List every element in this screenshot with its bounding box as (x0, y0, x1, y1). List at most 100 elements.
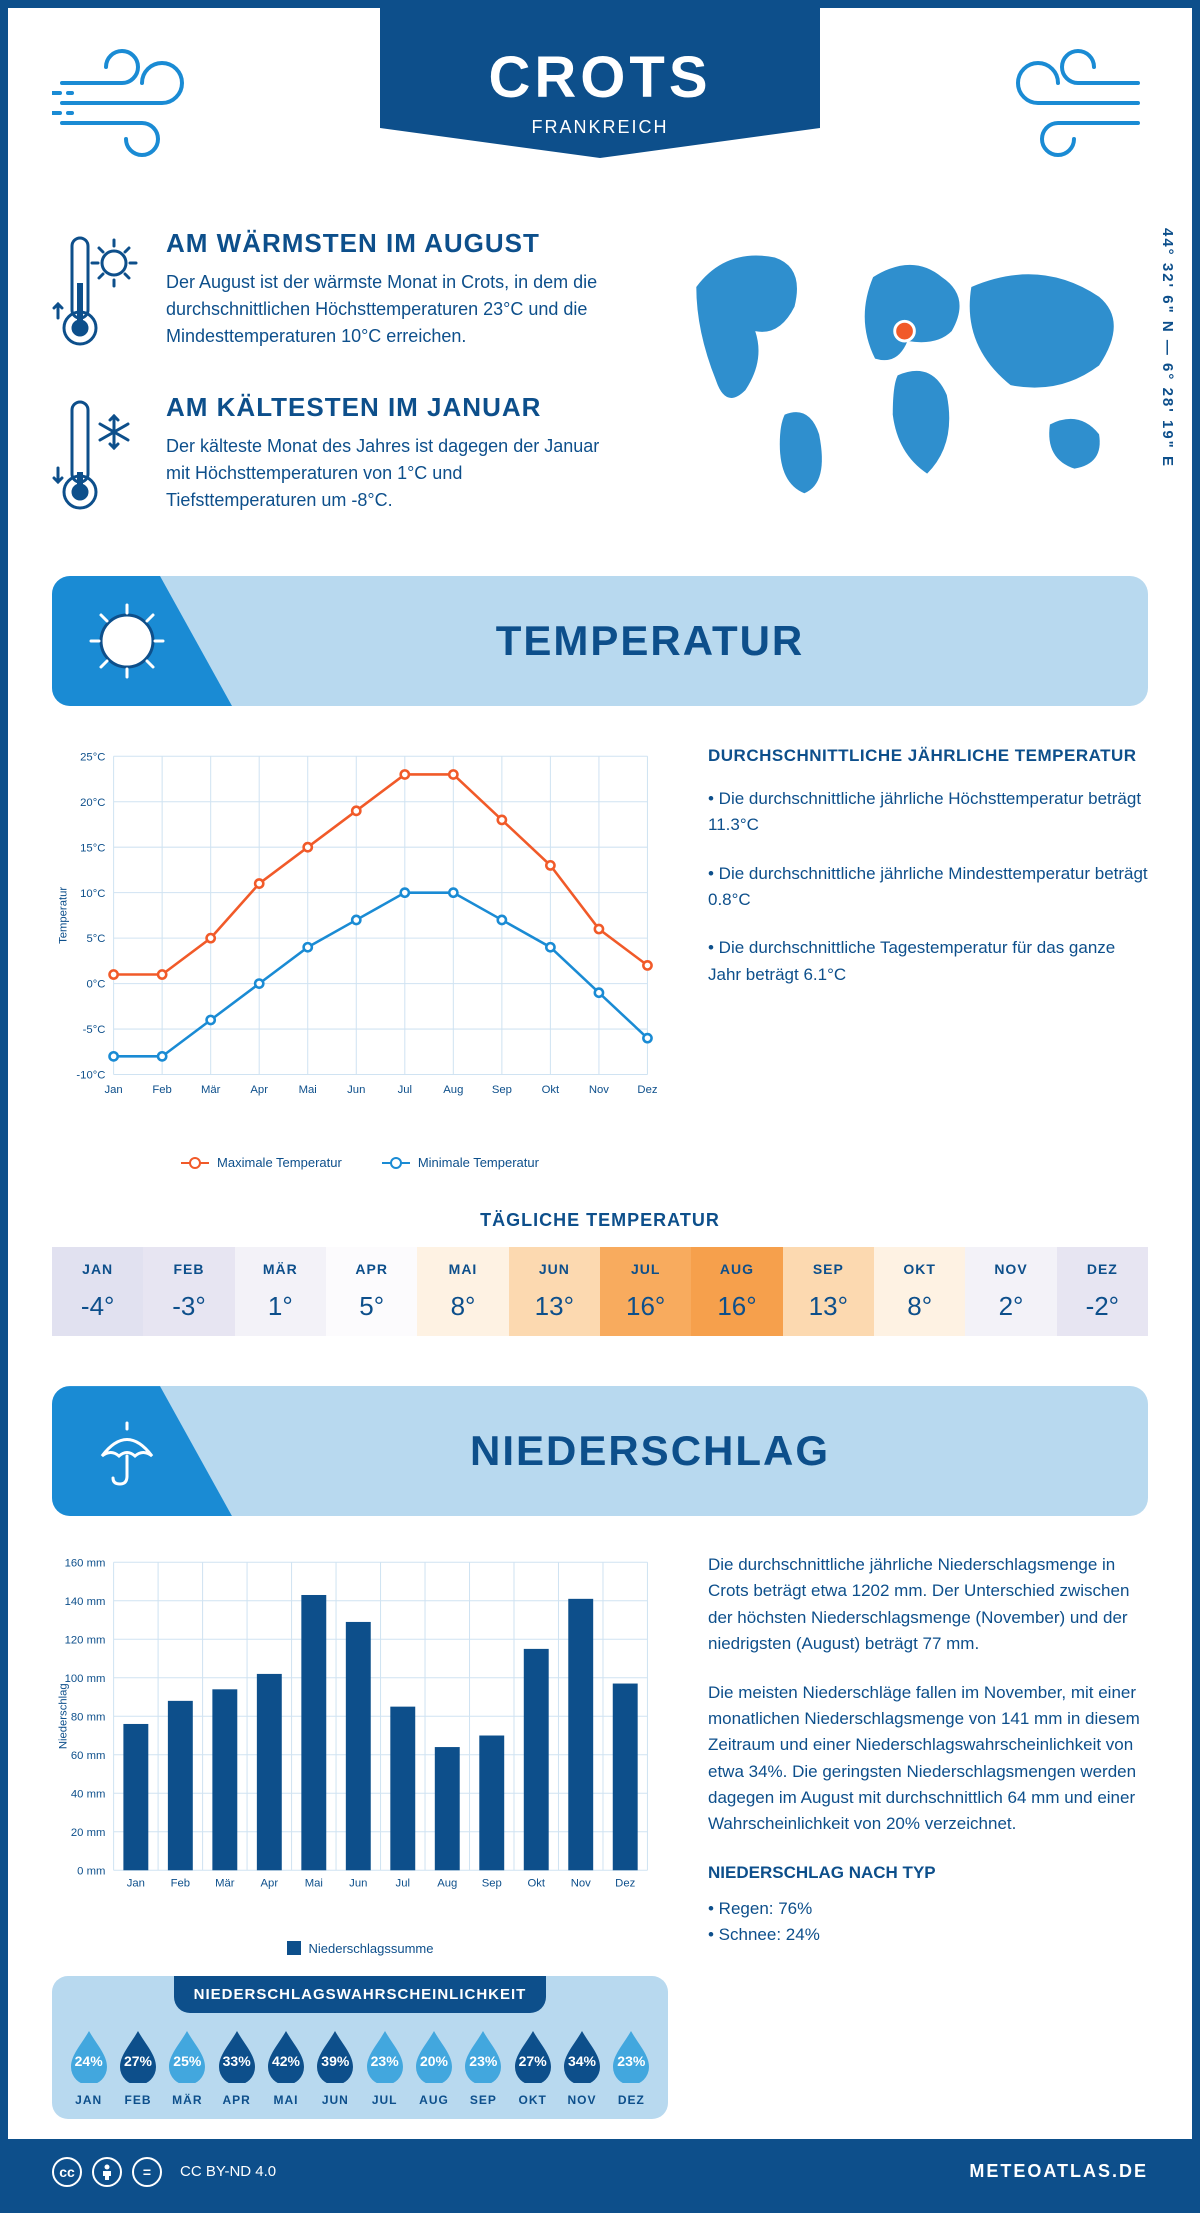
svg-text:Feb: Feb (171, 1878, 190, 1890)
prob-cell: 23%SEP (459, 2027, 508, 2107)
svg-text:-5°C: -5°C (83, 1024, 106, 1036)
svg-text:140 mm: 140 mm (65, 1596, 106, 1608)
prob-title: NIEDERSCHLAGSWAHRSCHEINLICHKEIT (174, 1976, 547, 2013)
prob-cell: 42%MAI (261, 2027, 310, 2107)
svg-text:Jan: Jan (105, 1084, 123, 1096)
temperature-heading: TEMPERATUR (252, 617, 1148, 665)
site-name: METEOATLAS.DE (969, 2161, 1148, 2182)
title-banner: CROTS FRANKREICH (380, 8, 820, 158)
svg-text:Niederschlag: Niederschlag (57, 1683, 69, 1749)
svg-text:0°C: 0°C (86, 979, 105, 991)
svg-text:Dez: Dez (637, 1084, 657, 1096)
prob-cell: 27%OKT (508, 2027, 557, 2107)
svg-text:Mai: Mai (299, 1084, 317, 1096)
svg-text:Sep: Sep (482, 1878, 502, 1890)
warm-text: Der August ist der wärmste Monat in Crot… (166, 269, 617, 350)
warm-fact: AM WÄRMSTEN IM AUGUST Der August ist der… (52, 228, 617, 358)
svg-text:Dez: Dez (615, 1878, 635, 1890)
svg-text:Mai: Mai (305, 1878, 323, 1890)
svg-text:80 mm: 80 mm (71, 1711, 105, 1723)
daily-cell: DEZ-2° (1057, 1247, 1148, 1336)
temp-bullet-1: • Die durchschnittliche jährliche Mindes… (708, 861, 1148, 914)
prob-cell: 24%JAN (64, 2027, 113, 2107)
wind-icon-left (52, 48, 212, 168)
svg-text:Aug: Aug (437, 1878, 457, 1890)
precip-text-2: Die meisten Niederschläge fallen im Nove… (708, 1680, 1148, 1838)
svg-text:Apr: Apr (261, 1878, 279, 1890)
prob-cell: 39%JUN (311, 2027, 360, 2107)
cc-icon: cc (52, 2157, 82, 2187)
svg-text:Nov: Nov (589, 1084, 609, 1096)
legend-min-label: Minimale Temperatur (418, 1155, 539, 1170)
svg-text:15°C: 15°C (80, 842, 105, 854)
svg-text:60 mm: 60 mm (71, 1750, 105, 1762)
precip-heading: NIEDERSCHLAG (252, 1427, 1148, 1475)
svg-text:Nov: Nov (571, 1878, 591, 1890)
cold-title: AM KÄLTESTEN IM JANUAR (166, 392, 617, 423)
precip-legend: Niederschlagssumme (52, 1941, 668, 1956)
svg-text:-10°C: -10°C (76, 1070, 105, 1082)
svg-text:Sep: Sep (492, 1084, 512, 1096)
svg-text:Okt: Okt (527, 1878, 545, 1890)
svg-text:20°C: 20°C (80, 797, 105, 809)
prob-cell: 23%DEZ (607, 2027, 656, 2107)
svg-text:160 mm: 160 mm (65, 1557, 106, 1569)
warm-title: AM WÄRMSTEN IM AUGUST (166, 228, 617, 259)
temp-bullet-2: • Die durchschnittliche Tagestemperatur … (708, 935, 1148, 988)
precip-type-title: NIEDERSCHLAG NACH TYP (708, 1860, 1148, 1886)
daily-cell: JUN13° (509, 1247, 600, 1336)
daily-cell: AUG16° (691, 1247, 782, 1336)
svg-text:5°C: 5°C (86, 933, 105, 945)
temperature-banner: TEMPERATUR (52, 576, 1148, 706)
temp-legend: .legend-line[style*="f15a29"]::after{bor… (52, 1155, 668, 1170)
prob-cell: 25%MÄR (163, 2027, 212, 2107)
svg-text:25°C: 25°C (80, 751, 105, 763)
page-subtitle: FRANKREICH (400, 117, 800, 138)
daily-cell: JAN-4° (52, 1247, 143, 1336)
prob-cell: 20%AUG (409, 2027, 458, 2107)
header: CROTS FRANKREICH (52, 48, 1148, 218)
temp-side-title: DURCHSCHNITTLICHE JÄHRLICHE TEMPERATUR (708, 746, 1148, 766)
daily-cell: MÄR1° (235, 1247, 326, 1336)
svg-text:20 mm: 20 mm (71, 1827, 105, 1839)
daily-cell: OKT8° (874, 1247, 965, 1336)
temperature-line-chart: -10°C -5°C 0°C 5°C 10°C 15°C 20°C 25°C Jan Feb Mär… (52, 746, 668, 1136)
daily-temp-heading: TÄGLICHE TEMPERATUR (52, 1210, 1148, 1231)
svg-text:Feb: Feb (152, 1084, 171, 1096)
intro-row: AM WÄRMSTEN IM AUGUST Der August ist der… (52, 228, 1148, 556)
svg-text:Temperatur: Temperatur (57, 887, 69, 944)
by-icon (92, 2157, 122, 2187)
precip-bar-chart: 0 mm20 mm40 mm60 mm80 mm100 mm120 mm140 … (52, 1552, 668, 1922)
svg-text:Okt: Okt (542, 1084, 560, 1096)
page-title: CROTS (400, 44, 800, 111)
precip-banner: NIEDERSCHLAG (52, 1386, 1148, 1516)
page-frame: CROTS FRANKREICH AM WÄRMSTEN IM AUGUST (0, 0, 1200, 2213)
svg-text:Aug: Aug (443, 1084, 463, 1096)
cold-text: Der kälteste Monat des Jahres ist dagege… (166, 433, 617, 514)
wind-icon-right (988, 48, 1148, 168)
footer: cc = CC BY-ND 4.0 METEOATLAS.DE (8, 2139, 1192, 2205)
svg-text:100 mm: 100 mm (65, 1673, 106, 1685)
svg-text:Jul: Jul (396, 1878, 410, 1890)
umbrella-icon (87, 1411, 167, 1491)
daily-cell: SEP13° (783, 1247, 874, 1336)
daily-cell: JUL16° (600, 1247, 691, 1336)
daily-cell: NOV2° (965, 1247, 1056, 1336)
svg-text:Jun: Jun (347, 1084, 365, 1096)
svg-text:Jan: Jan (127, 1878, 145, 1890)
thermometer-sun-icon (52, 228, 142, 358)
cold-fact: AM KÄLTESTEN IM JANUAR Der kälteste Mona… (52, 392, 617, 522)
precip-legend-label: Niederschlagssumme (309, 1941, 434, 1956)
precip-text-1: Die durchschnittliche jährliche Niedersc… (708, 1552, 1148, 1657)
svg-text:120 mm: 120 mm (65, 1634, 106, 1646)
temp-bullet-0: • Die durchschnittliche jährliche Höchst… (708, 786, 1148, 839)
svg-text:Mär: Mär (201, 1084, 221, 1096)
daily-cell: MAI8° (417, 1247, 508, 1336)
prob-cell: 27%FEB (113, 2027, 162, 2107)
svg-text:0 mm: 0 mm (77, 1865, 105, 1877)
daily-cell: APR5° (326, 1247, 417, 1336)
svg-text:10°C: 10°C (80, 888, 105, 900)
daily-cell: FEB-3° (143, 1247, 234, 1336)
prob-cell: 23%JUL (360, 2027, 409, 2107)
svg-text:Jun: Jun (349, 1878, 367, 1890)
